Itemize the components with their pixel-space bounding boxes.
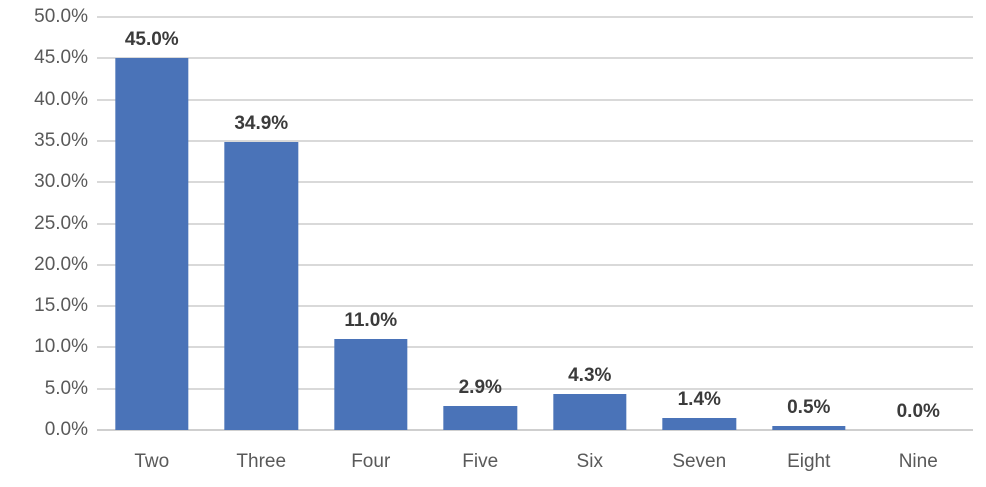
- bar-value-label: 34.9%: [234, 112, 289, 134]
- bar-slot: 11.0%: [316, 17, 426, 430]
- bar-four: [334, 339, 408, 430]
- gridline: [97, 222, 973, 225]
- y-tick-label: 40.0%: [34, 88, 88, 110]
- x-axis: Two Three Four Five Six Seven Eight Nine: [97, 448, 973, 478]
- bar-slot: 34.9%: [207, 17, 317, 430]
- y-tick-label: 45.0%: [34, 47, 88, 69]
- bar-seven: [662, 418, 736, 430]
- bar-value-label: 1.4%: [677, 389, 721, 411]
- y-tick-label: 15.0%: [34, 295, 88, 317]
- y-axis: 0.0% 5.0% 10.0% 15.0% 20.0% 25.0% 30.0% 35.0% 40…: [0, 0, 88, 487]
- gridline: [97, 16, 973, 18]
- bar-two: [115, 58, 189, 430]
- y-tick-label: 20.0%: [34, 253, 88, 275]
- bar-series: 45.0% 34.9% 11.0% 2.9% 4.3% 1.4% 0.5% 0.0%: [97, 17, 973, 430]
- y-tick-label: 5.0%: [44, 377, 88, 399]
- y-tick-label: 0.0%: [44, 419, 88, 440]
- x-axis-line: [97, 429, 973, 431]
- bar-value-label: 11.0%: [344, 310, 398, 332]
- y-tick-label: 30.0%: [34, 171, 88, 193]
- bar-five: [443, 406, 517, 430]
- bar-six: [553, 394, 627, 430]
- gridline: [97, 139, 973, 142]
- category-label: Two: [134, 451, 170, 472]
- y-tick-label: 25.0%: [34, 212, 88, 234]
- bar-slot: 45.0%: [97, 17, 207, 430]
- gridline: [97, 387, 973, 390]
- bar-value-label: 4.3%: [568, 365, 612, 387]
- bar-slot: 1.4%: [645, 17, 755, 430]
- bar-value-label: 2.9%: [458, 377, 502, 399]
- gridline: [97, 98, 973, 101]
- bar-slot: 2.9%: [426, 17, 536, 430]
- bar-eight: [772, 425, 846, 430]
- gridline: [97, 346, 973, 349]
- gridline: [97, 263, 973, 266]
- category-label: Nine: [898, 451, 938, 472]
- bar-value-label: 0.0%: [896, 401, 940, 422]
- category-label: Six: [576, 451, 603, 472]
- category-label: Four: [351, 451, 391, 472]
- y-tick-label: 35.0%: [34, 129, 88, 151]
- category-label: Five: [462, 451, 499, 472]
- category-label: Eight: [787, 451, 831, 472]
- bar-slot: 4.3%: [535, 17, 645, 430]
- y-tick-label: 50.0%: [34, 6, 88, 27]
- bar-slot: 0.5%: [754, 17, 864, 430]
- gridline: [97, 57, 973, 60]
- bar-value-label: 45.0%: [124, 29, 179, 51]
- bar-three: [224, 141, 298, 430]
- plot-area: 45.0% 34.9% 11.0% 2.9% 4.3% 1.4% 0.5% 0.0%: [97, 16, 973, 431]
- category-label: Three: [236, 451, 287, 472]
- bar-slot: 0.0%: [864, 17, 974, 430]
- bar-value-label: 0.5%: [787, 396, 831, 418]
- y-tick-label: 10.0%: [34, 336, 88, 358]
- gridline: [97, 305, 973, 308]
- category-label: Seven: [672, 451, 727, 472]
- gridline: [97, 181, 973, 184]
